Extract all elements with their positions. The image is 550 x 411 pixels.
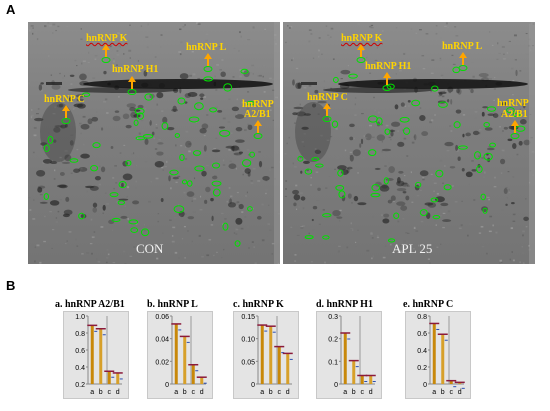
x-tick-label: c xyxy=(450,389,454,396)
bar xyxy=(449,380,453,384)
bar xyxy=(458,382,462,384)
y-tick-label: 0.6 xyxy=(75,348,85,355)
chart-title: b. hnRNP L xyxy=(147,299,198,310)
x-tick-label: b xyxy=(183,389,187,396)
y-tick-label: 0 xyxy=(165,382,169,389)
y-tick-label: 0.6 xyxy=(417,331,427,338)
protein-label: hnRNP L xyxy=(186,42,227,53)
bar xyxy=(269,326,273,384)
bar-chart-a2b1: 0.2 0.4 0.6 0.8 1.0 a b c d xyxy=(63,311,129,399)
y-tick-label: 0.4 xyxy=(75,365,85,372)
x-tick-label: a xyxy=(432,389,436,396)
bar xyxy=(432,323,436,384)
x-tick-label: c xyxy=(278,389,282,396)
bar-chart-k: 0 0.05 0.10 0.15 a b c d xyxy=(233,311,299,399)
x-tick-label: a xyxy=(174,389,178,396)
x-tick-label: b xyxy=(99,389,103,396)
x-tick-label: c xyxy=(108,389,112,396)
bar xyxy=(441,334,445,384)
y-tick-label: 0.8 xyxy=(417,314,427,321)
gel-label: APL 25 xyxy=(392,241,433,256)
bar xyxy=(352,360,356,384)
y-tick-label: 0.15 xyxy=(241,314,255,321)
protein-label: hnRNP H1 xyxy=(365,61,412,72)
x-tick-label: d xyxy=(369,389,373,396)
panel-a-letter: A xyxy=(6,2,16,17)
x-tick-label: a xyxy=(260,389,264,396)
x-tick-label: a xyxy=(90,389,94,396)
bar xyxy=(174,323,178,384)
bar xyxy=(360,375,364,384)
y-tick-label: 0.1 xyxy=(328,359,338,366)
panel-b-letter: B xyxy=(6,278,16,293)
x-tick-label: d xyxy=(286,389,290,396)
bar xyxy=(183,336,187,384)
bar-chart-h1: 0 0.1 0.2 0.3 a b c d xyxy=(316,311,382,399)
bar xyxy=(90,325,94,384)
chart-svg: 0 0.02 0.04 0.06 a b c d xyxy=(155,314,207,396)
y-tick-label: 0 xyxy=(251,382,255,389)
protein-label: A2/B1 xyxy=(244,109,271,120)
bar xyxy=(191,364,195,384)
x-tick-label: c xyxy=(361,389,365,396)
bar xyxy=(277,346,281,384)
chart-svg: 0.2 0.4 0.6 0.8 1.0 a b c d xyxy=(75,314,123,396)
y-tick-label: 0.04 xyxy=(155,337,169,344)
protein-label: hnRNP K xyxy=(341,33,383,44)
x-tick-label: a xyxy=(343,389,347,396)
protein-label: hnRNP L xyxy=(442,41,483,52)
y-tick-label: 0.2 xyxy=(328,337,338,344)
gel-image-control: CON hnRNP K hnRNP L hnRNP H1 hnRNP C hnRNP A2… xyxy=(28,22,280,264)
protein-label: hnRNP xyxy=(497,98,529,109)
bar-chart-c: 0 0.2 0.4 0.6 0.8 a b c d xyxy=(405,311,471,399)
protein-label: hnRNP H1 xyxy=(112,64,159,75)
x-tick-label: b xyxy=(269,389,273,396)
y-tick-label: 0.10 xyxy=(241,337,255,344)
protein-label: hnRNP xyxy=(242,99,274,110)
y-tick-label: 0.2 xyxy=(417,365,427,372)
y-tick-label: 0.02 xyxy=(155,359,169,366)
y-tick-label: 1.0 xyxy=(75,314,85,321)
bar xyxy=(200,377,204,384)
x-tick-label: c xyxy=(192,389,196,396)
x-tick-label: d xyxy=(116,389,120,396)
protein-label: hnRNP C xyxy=(307,92,348,103)
bar xyxy=(286,353,290,384)
protein-label: hnRNP C xyxy=(44,94,85,105)
chart-svg: 0 0.2 0.4 0.6 0.8 a b c d xyxy=(417,314,465,396)
bar xyxy=(107,371,111,384)
y-tick-label: 0 xyxy=(423,382,427,389)
x-tick-label: b xyxy=(441,389,445,396)
chart-svg: 0 0.1 0.2 0.3 a b c d xyxy=(328,314,376,396)
gel-spots-svg xyxy=(28,22,280,264)
chart-svg: 0 0.05 0.10 0.15 a b c d xyxy=(241,314,293,396)
gel-image-treated: APL 25 hnRNP K hnRNP L hnRNP H1 hnRNP C hnRN… xyxy=(283,22,535,264)
chart-title: d. hnRNP H1 xyxy=(316,299,373,310)
bar xyxy=(99,328,103,384)
y-tick-label: 0 xyxy=(334,382,338,389)
gel-spots-svg xyxy=(284,22,535,264)
gel-label: CON xyxy=(136,241,164,256)
y-tick-label: 0.2 xyxy=(75,382,85,389)
y-tick-label: 0.3 xyxy=(328,314,338,321)
x-tick-label: b xyxy=(352,389,356,396)
x-tick-label: d xyxy=(200,389,204,396)
x-tick-label: d xyxy=(458,389,462,396)
y-tick-label: 0.8 xyxy=(75,331,85,338)
protein-label: hnRNP K xyxy=(86,33,128,44)
chart-title: a. hnRNP A2/B1 xyxy=(55,299,125,310)
y-tick-label: 0.4 xyxy=(417,348,427,355)
bar xyxy=(260,325,264,384)
bar xyxy=(343,333,347,384)
bar-chart-l: 0 0.02 0.04 0.06 a b c d xyxy=(147,311,213,399)
protein-label: A2/B1 xyxy=(501,109,528,120)
y-tick-label: 0.06 xyxy=(155,314,169,321)
chart-title: c. hnRNP K xyxy=(233,299,284,310)
chart-title: e. hnRNP C xyxy=(403,299,454,310)
bar xyxy=(369,375,373,384)
y-tick-label: 0.05 xyxy=(241,359,255,366)
bar xyxy=(116,372,120,384)
